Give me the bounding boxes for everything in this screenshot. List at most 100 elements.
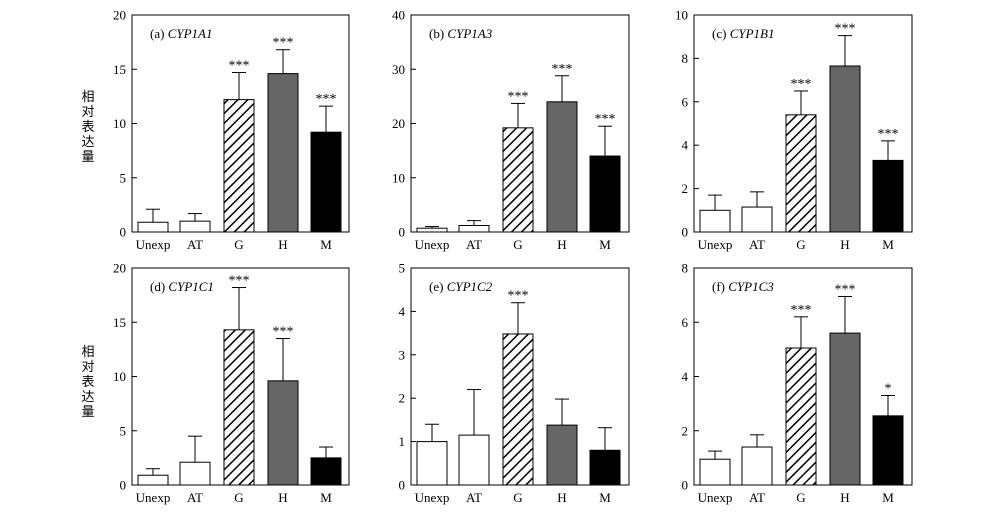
y-tick-label: 2: [682, 423, 689, 438]
panel-title: (d) CYP1C1: [150, 279, 214, 294]
bar-unexp: [699, 458, 731, 486]
panel-title: (c) CYP1B1: [712, 26, 774, 41]
y-tick-label: 10: [113, 116, 126, 131]
y-tick-label: 10: [392, 170, 405, 185]
bar-unexp: [699, 209, 731, 233]
y-tick-label: 0: [682, 478, 689, 493]
y-tick-label: 30: [392, 62, 405, 77]
x-tick-label: AT: [187, 237, 203, 252]
bar-m: [310, 131, 342, 233]
x-tick-label: H: [278, 237, 287, 252]
x-tick-label: M: [320, 237, 332, 252]
bar-h: [267, 73, 299, 233]
significance-label: ***: [273, 325, 294, 340]
chart-panel-1: 0 5 10 15 20 Unexp AT *** G *** H *** M (a) CYP1A1: [113, 8, 350, 252]
x-tick-label: Unexp: [415, 490, 450, 505]
bar-g: [502, 127, 534, 233]
x-tick-label: M: [882, 490, 894, 505]
bar-g: [785, 347, 817, 486]
x-tick-label: AT: [466, 237, 482, 252]
chart-panel-3: 0 2 4 6 8 10 Unexp AT *** G *** H *** M (c) CYP1B1: [675, 8, 913, 252]
y-tick-label: 20: [392, 116, 405, 131]
bar-m: [872, 415, 904, 486]
bar-g: [223, 99, 255, 233]
panel-title: (f) CYP1C3: [712, 279, 774, 294]
significance-label: ***: [835, 22, 856, 37]
x-tick-label: H: [557, 490, 566, 505]
significance-label: ***: [508, 89, 529, 104]
x-tick-label: M: [599, 490, 611, 505]
y-tick-label: 2: [399, 391, 406, 406]
chart-panel-4: 0 5 10 15 20 Unexp AT *** G *** H M (d) CYP1C1: [113, 261, 350, 505]
y-tick-label: 8: [682, 261, 689, 276]
significance-label: ***: [552, 62, 573, 77]
bar-at: [458, 434, 490, 486]
y-tick-label: 0: [682, 225, 689, 240]
bar-g: [223, 329, 255, 486]
y-tick-label: 6: [682, 94, 689, 109]
chart-panel-2: 0 10 20 30 40 Unexp AT *** G *** H *** M (b) CYP1A3: [392, 8, 630, 252]
x-tick-label: G: [513, 490, 522, 505]
significance-label: ***: [229, 59, 250, 74]
bar-unexp: [416, 441, 448, 486]
y-axis-label-bottom: 相对表达量: [81, 345, 95, 420]
y-tick-label: 5: [120, 423, 127, 438]
x-tick-label: M: [320, 490, 332, 505]
bar-m: [589, 155, 621, 233]
bar-h: [546, 424, 578, 486]
chart-panel-5: 0 1 2 3 4 5 Unexp AT *** G H M (e) CYP1C2: [399, 261, 630, 505]
bar-h: [546, 101, 578, 233]
chart-panel-6: 0 2 4 6 8 Unexp AT *** G *** H * M (f) CYP1C3: [682, 261, 913, 505]
x-tick-label: AT: [749, 237, 765, 252]
y-tick-label: 10: [113, 369, 126, 384]
bar-g: [502, 333, 534, 486]
panel-title: (e) CYP1C2: [429, 279, 493, 294]
x-tick-label: M: [599, 237, 611, 252]
y-tick-label: 15: [113, 315, 126, 330]
bar-m: [310, 457, 342, 486]
significance-label: ***: [791, 77, 812, 92]
bar-at: [741, 206, 773, 233]
y-tick-label: 6: [682, 315, 689, 330]
x-tick-label: AT: [187, 490, 203, 505]
y-tick-label: 4: [399, 304, 406, 319]
y-tick-label: 8: [682, 51, 689, 66]
bar-h: [829, 65, 861, 233]
y-tick-label: 5: [120, 170, 127, 185]
y-tick-label: 15: [113, 62, 126, 77]
significance-label: ***: [595, 112, 616, 127]
significance-label: ***: [316, 92, 337, 107]
significance-label: ***: [508, 289, 529, 304]
bar-m: [872, 159, 904, 233]
y-tick-label: 10: [675, 8, 688, 23]
bar-unexp: [416, 227, 448, 233]
x-tick-label: G: [796, 237, 805, 252]
y-tick-label: 20: [113, 261, 126, 276]
x-tick-label: H: [840, 237, 849, 252]
x-tick-label: Unexp: [136, 237, 171, 252]
significance-label: ***: [229, 274, 250, 289]
y-tick-label: 0: [399, 478, 406, 493]
bar-at: [179, 461, 211, 486]
bar-h: [267, 380, 299, 486]
significance-label: ***: [791, 303, 812, 318]
y-tick-label: 20: [113, 8, 126, 23]
x-tick-label: Unexp: [698, 490, 733, 505]
x-tick-label: H: [840, 490, 849, 505]
bar-h: [829, 332, 861, 486]
y-tick-label: 0: [399, 225, 406, 240]
x-tick-label: H: [278, 490, 287, 505]
panel-title: (a) CYP1A1: [150, 26, 212, 41]
y-tick-label: 40: [392, 8, 405, 23]
x-tick-label: Unexp: [698, 237, 733, 252]
x-tick-label: M: [882, 237, 894, 252]
bar-g: [785, 114, 817, 233]
x-tick-label: G: [234, 237, 243, 252]
bar-unexp: [137, 474, 169, 486]
x-tick-label: H: [557, 237, 566, 252]
y-tick-label: 1: [399, 434, 406, 449]
significance-label: ***: [273, 36, 294, 51]
x-tick-label: AT: [749, 490, 765, 505]
